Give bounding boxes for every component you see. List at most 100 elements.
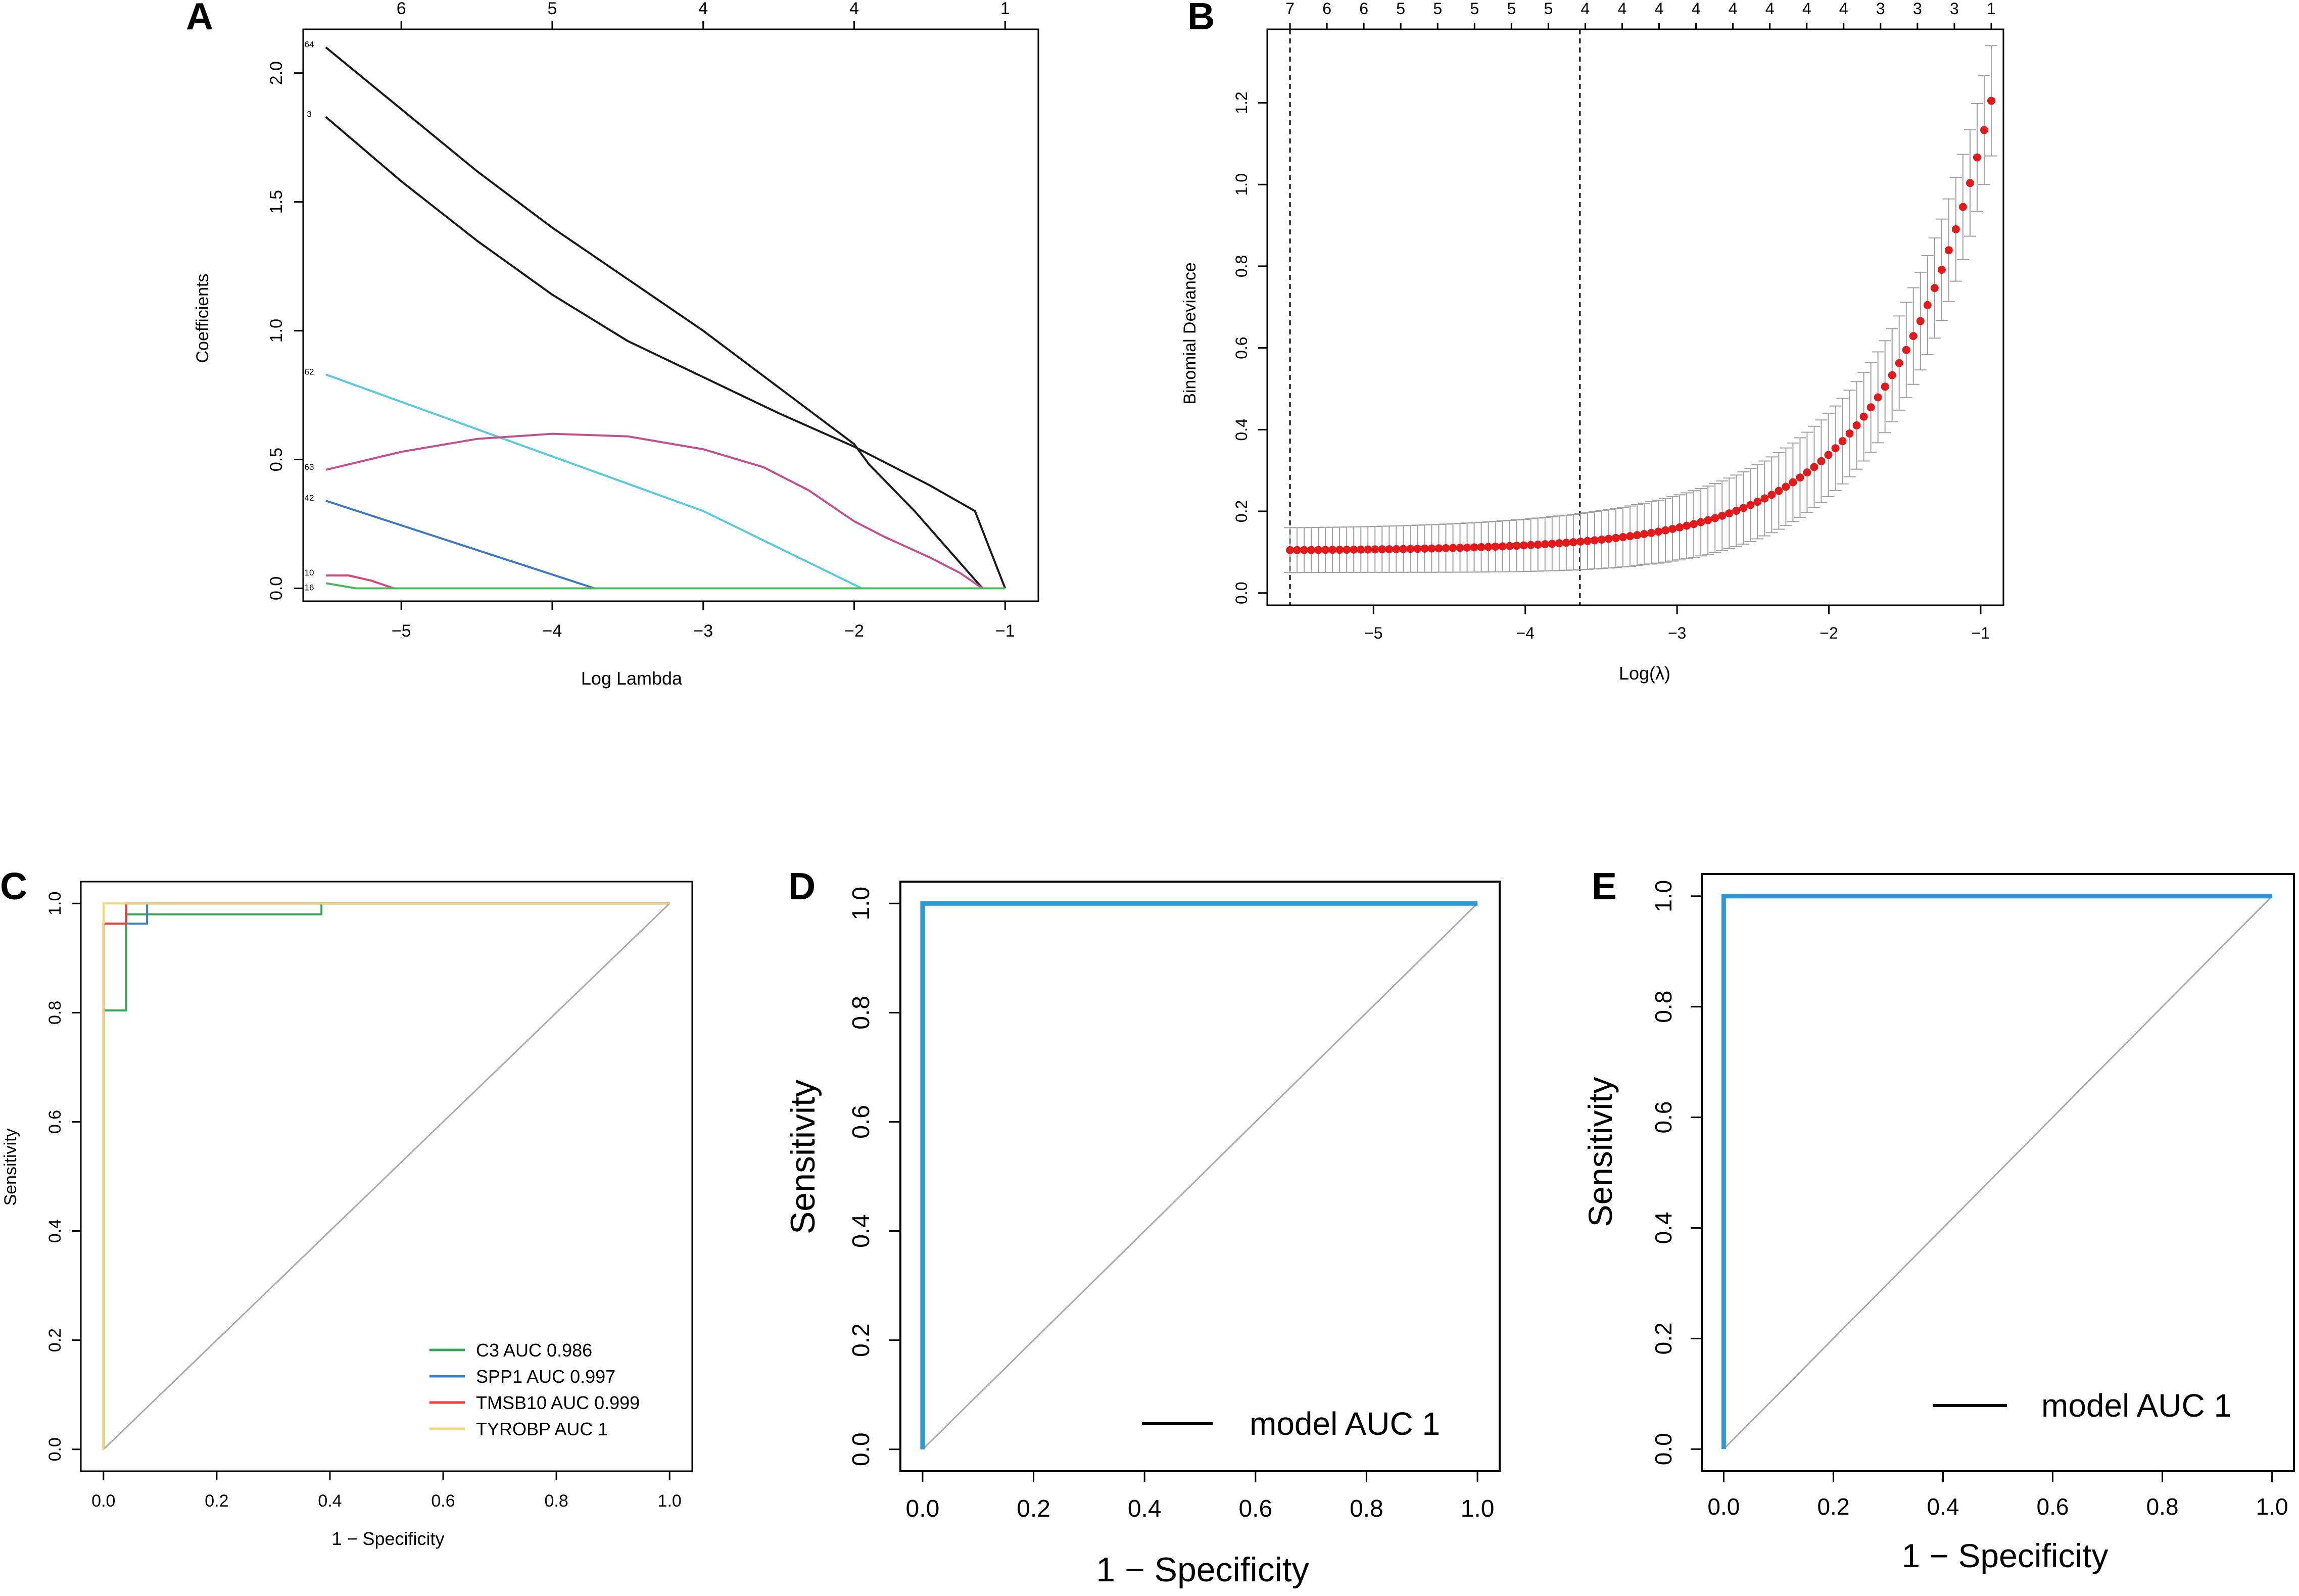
panel-b-x-tick-label: −1 — [1972, 624, 1990, 642]
panel-b-top-tick-label: 6 — [1322, 0, 1331, 18]
panel-b-deviance-point — [1505, 542, 1514, 550]
panel-c-x-tick-label: 0.8 — [544, 1491, 568, 1511]
panel-b-deviance-point — [1555, 539, 1563, 548]
panel-b-deviance-point — [1930, 284, 1939, 293]
panel-a-y-tick-label: 2.0 — [267, 61, 286, 85]
panel-c-y-tick-label: 0.4 — [45, 1219, 65, 1243]
panel-b-deviance-point — [1604, 535, 1613, 543]
panel-b-top-tick-label: 4 — [1581, 0, 1590, 18]
panel-b-deviance-point — [1704, 516, 1712, 524]
panel-b-y-tick-label: 0.4 — [1232, 418, 1251, 441]
panel-b-deviance-point — [1640, 530, 1649, 539]
panel-b-deviance-point — [1328, 546, 1337, 554]
panel-a-top-tick-label: 6 — [397, 0, 406, 18]
panel-b-deviance-point — [1697, 518, 1705, 526]
panel-a-y-axis-label: Coefficients — [193, 273, 212, 363]
panel-c-legend-label: SPP1 AUC 0.997 — [476, 1366, 615, 1387]
panel-d-x-axis-label: 1 − Specificity — [1096, 1551, 1309, 1589]
panel-a-path-label: 3 — [307, 109, 311, 119]
panel-c: C 1 − Specificity Sensitivity 0.0 0.2 0.4 0… — [0, 865, 693, 1549]
panel-b-deviance-point — [1434, 544, 1443, 553]
panel-d-y-tick-label: 1.0 — [848, 887, 875, 921]
panel-a-coefficient-path — [325, 582, 1005, 590]
panel-b-deviance-point — [1541, 540, 1549, 549]
panel-c-y-tick-label: 1.0 — [45, 892, 65, 915]
panel-c-y-tick-label: 0.6 — [45, 1110, 65, 1134]
panel-e-roc-curve — [1721, 894, 2272, 1449]
panel-b-deviance-point — [1909, 332, 1918, 341]
panel-a-path-label: 63 — [305, 462, 314, 472]
panel-b-y-tick-label: 0.8 — [1232, 255, 1251, 277]
panel-d-y-tick-label: 0.6 — [848, 1105, 875, 1139]
panel-c-legend-label: TYROBP AUC 1 — [476, 1419, 608, 1439]
panel-b-top-tick-label: 4 — [1618, 0, 1627, 18]
panel-a-plot-frame — [302, 28, 1039, 602]
panel-b-deviance-point — [1824, 451, 1833, 459]
panel-a-top-tick-label: 4 — [698, 0, 708, 18]
panel-c-x-tick-label: 0.2 — [205, 1491, 228, 1511]
panel-b-top-tick-label: 5 — [1433, 0, 1442, 18]
panel-e: E 1 − Specificity Sensitivity 0.0 0.2 0.4 0… — [1582, 865, 2295, 1574]
panel-c-y-tick-label: 0.0 — [45, 1437, 65, 1461]
panel-b-deviance-point — [1753, 498, 1762, 506]
panel-d-y-tick-label: 0.4 — [848, 1214, 875, 1248]
panel-a-x-tick-label: −5 — [392, 621, 411, 641]
panel-b-deviance-point — [1746, 501, 1755, 509]
panel-d-y-axis-label: Sensitivity — [784, 1080, 822, 1234]
panel-d-diagonal-reference-line — [922, 903, 1478, 1450]
panel-a: A Log Lambda Coefficients −5 −4 −3 −2 −1 0.0 0… — [186, 0, 1039, 689]
panel-c-legend-label: TMSB10 AUC 0.999 — [476, 1392, 640, 1413]
panel-c-y-axis-label: Sensitivity — [1, 1128, 20, 1205]
panel-b-top-tick-label: 4 — [1765, 0, 1775, 18]
panel-letter-c: C — [0, 865, 27, 907]
panel-b-deviance-point — [1859, 412, 1868, 421]
panel-b-deviance-point — [1675, 523, 1684, 531]
panel-e-x-axis-label: 1 − Specificity — [1901, 1537, 2108, 1574]
panel-d-x-tick-label: 0.2 — [1017, 1495, 1050, 1522]
panel-b-deviance-point — [1300, 546, 1309, 554]
panel-c-diagonal-reference-line — [103, 903, 670, 1450]
panel-b-deviance-point — [1534, 540, 1542, 549]
panel-d-y-tick-label: 0.2 — [848, 1323, 875, 1357]
panel-c-x-tick-label: 0.4 — [318, 1491, 342, 1511]
panel-b-deviance-point — [1803, 468, 1811, 477]
panel-d-x-tick-label: 0.8 — [1350, 1495, 1383, 1522]
panel-b-deviance-point — [1881, 382, 1889, 391]
panel-d-roc-curve — [920, 901, 1478, 1449]
panel-a-path-label: 10 — [305, 568, 314, 577]
panel-b-deviance-point — [1973, 153, 1981, 162]
panel-b-deviance-point — [1782, 482, 1790, 491]
panel-b-top-tick-label: 4 — [1839, 0, 1848, 18]
panel-b-deviance-point — [1307, 546, 1316, 554]
panel-b-deviance-point — [1470, 543, 1478, 552]
panel-b-deviance-point — [1661, 526, 1670, 535]
panel-b-top-tick-label: 6 — [1359, 0, 1368, 18]
panel-b-deviance-point — [1519, 541, 1528, 550]
panel-b-deviance-point — [1817, 457, 1826, 465]
panel-b-deviance-point — [1944, 246, 1953, 255]
panel-b-deviance-point — [1406, 545, 1415, 553]
panel-b-deviance-point — [1364, 545, 1372, 554]
panel-b-y-axis-label: Binomial Deviance — [1180, 262, 1200, 405]
panel-d-y-tick-label: 0.0 — [848, 1432, 875, 1466]
panel-b-deviance-point — [1335, 546, 1344, 554]
panel-b-deviance-point — [1611, 534, 1620, 542]
panel-d-x-tick-label: 0.4 — [1128, 1495, 1162, 1522]
panel-a-coefficient-path — [325, 432, 983, 590]
panel-b-top-tick-label: 4 — [1655, 0, 1664, 18]
panel-letter-d: D — [788, 865, 816, 907]
panel-b-deviance-point — [1647, 528, 1656, 537]
panel-a-x-tick-label: −2 — [844, 621, 864, 641]
panel-b-deviance-point — [1371, 545, 1379, 554]
panel-b-deviance-point — [1427, 544, 1436, 553]
panel-b-deviance-point — [1413, 545, 1422, 553]
panel-b-deviance-point — [1874, 393, 1882, 402]
panel-b-y-tick-label: 0.6 — [1232, 336, 1251, 359]
panel-b-x-tick-label: −3 — [1668, 624, 1686, 642]
panel-b-deviance-point — [1477, 543, 1486, 551]
panel-a-path-label: 16 — [305, 583, 314, 592]
panel-d-legend-label: model AUC 1 — [1250, 1406, 1440, 1442]
panel-b-deviance-point — [1378, 545, 1386, 554]
panel-b-deviance-point — [1526, 541, 1535, 549]
panel-e-y-tick-label: 0.2 — [1650, 1322, 1677, 1355]
